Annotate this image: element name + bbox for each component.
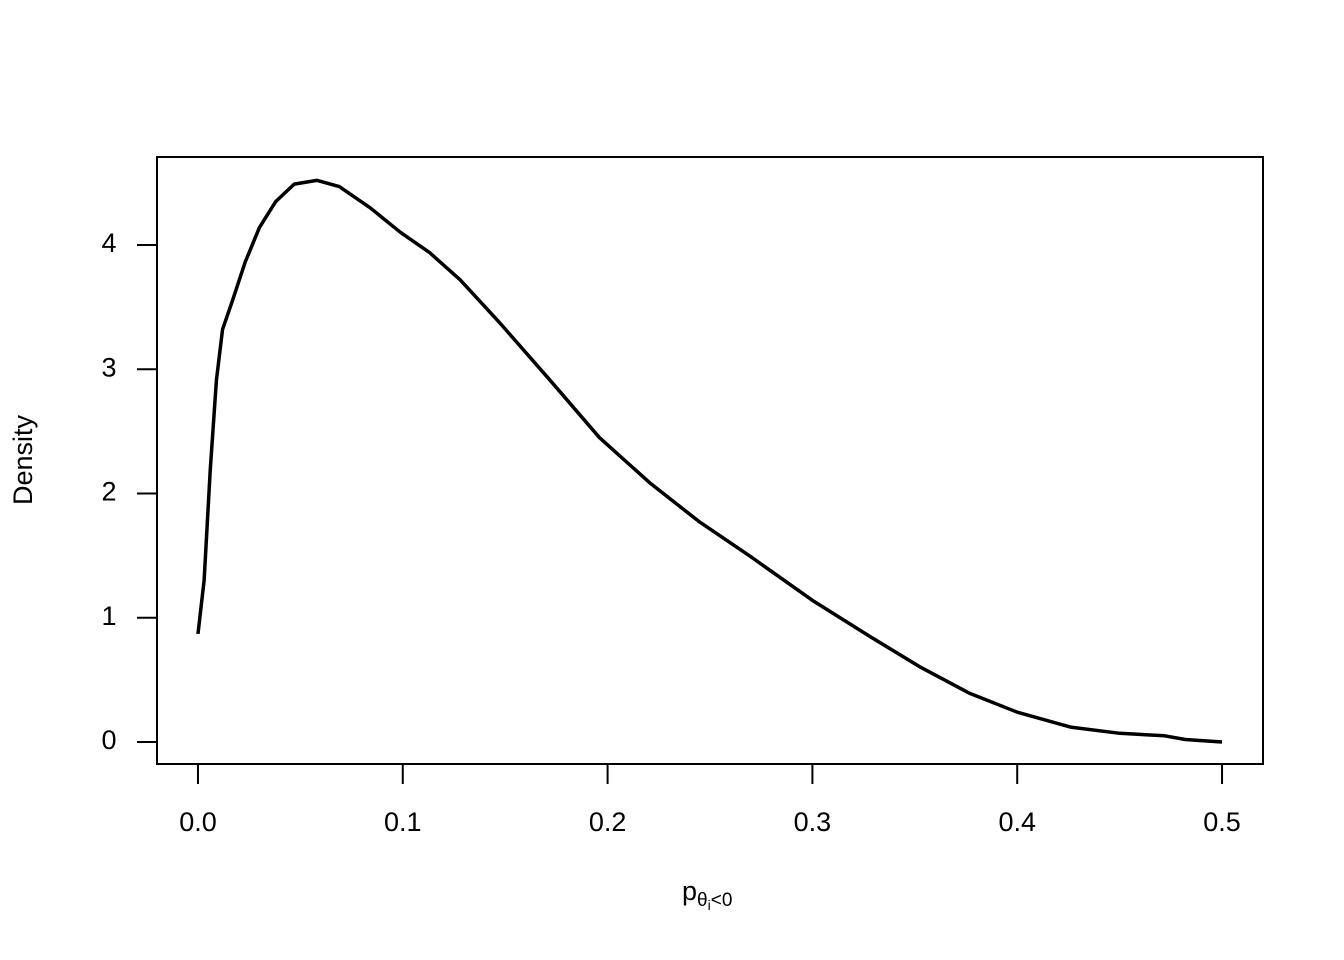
plot-frame <box>156 156 1264 765</box>
x-axis-label: pθi<0 <box>682 876 732 913</box>
y-tick-label: 2 <box>101 477 116 507</box>
y-axis-label: Density <box>8 414 38 505</box>
x-tick-label: 0.0 <box>179 807 217 837</box>
x-label-subsub: i <box>708 897 711 913</box>
x-label-base: p <box>682 876 697 906</box>
x-tick-label: 0.5 <box>1203 807 1241 837</box>
x-tick-label: 0.3 <box>794 807 832 837</box>
y-tick-label: 3 <box>101 352 116 382</box>
y-tick-label: 4 <box>101 228 116 258</box>
x-tick-label: 0.4 <box>998 807 1036 837</box>
x-tick-label: 0.1 <box>384 807 422 837</box>
x-tick-label: 0.2 <box>589 807 627 837</box>
y-tick-label: 0 <box>101 725 116 755</box>
x-label-sub2: <0 <box>711 890 733 911</box>
y-tick-label: 1 <box>101 601 116 631</box>
density-line <box>196 178 1223 744</box>
x-label-sub: θ <box>697 890 708 911</box>
